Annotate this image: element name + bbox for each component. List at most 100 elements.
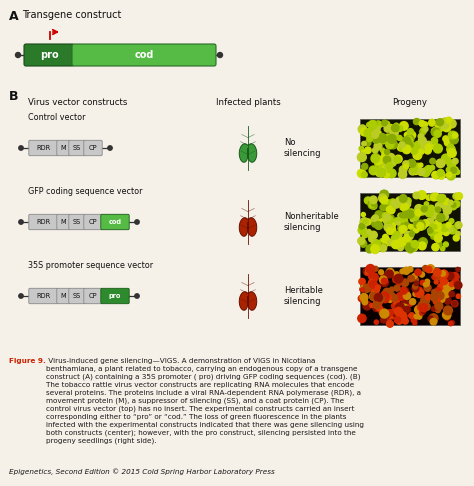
Circle shape [441,201,450,209]
Circle shape [419,304,428,312]
Circle shape [423,265,428,271]
Text: M: M [61,145,66,151]
Circle shape [412,274,417,278]
Circle shape [405,198,411,204]
Circle shape [428,316,434,321]
Circle shape [382,291,387,296]
Circle shape [381,317,386,323]
Circle shape [453,279,459,285]
Circle shape [374,126,380,133]
Circle shape [421,168,430,176]
Circle shape [447,172,456,180]
FancyBboxPatch shape [29,140,58,156]
Circle shape [371,240,380,248]
Circle shape [393,241,399,247]
Circle shape [376,295,384,303]
Circle shape [432,193,439,201]
Circle shape [397,292,405,300]
Circle shape [443,206,452,214]
Circle shape [449,131,458,140]
Circle shape [399,312,407,320]
Text: cod: cod [134,50,154,60]
Circle shape [456,192,463,200]
Circle shape [376,295,382,302]
Circle shape [387,310,393,316]
Circle shape [425,148,431,154]
Circle shape [447,167,452,173]
Circle shape [400,194,407,202]
Circle shape [407,301,412,306]
Text: CP: CP [89,145,97,151]
Circle shape [391,200,397,206]
Circle shape [380,309,389,318]
Circle shape [447,160,456,168]
Circle shape [419,137,426,145]
Circle shape [441,195,446,199]
Circle shape [365,140,371,146]
Circle shape [402,318,408,324]
Circle shape [380,204,387,211]
Circle shape [432,243,439,251]
Circle shape [432,225,437,229]
Circle shape [433,297,440,304]
Circle shape [405,141,413,150]
Circle shape [388,240,393,246]
Circle shape [381,238,389,246]
FancyBboxPatch shape [57,214,70,230]
Circle shape [399,217,408,226]
Circle shape [407,129,413,135]
Circle shape [374,298,381,306]
Circle shape [372,131,379,139]
Circle shape [419,208,426,215]
Circle shape [368,279,375,287]
Circle shape [434,130,441,137]
Circle shape [444,139,452,146]
Circle shape [436,207,441,212]
Circle shape [365,271,369,275]
Circle shape [387,124,394,132]
Circle shape [374,290,379,294]
Circle shape [362,299,368,305]
Circle shape [368,273,375,280]
Circle shape [411,244,418,251]
Circle shape [443,118,447,123]
Circle shape [370,292,378,300]
Circle shape [385,135,392,141]
Circle shape [407,246,414,253]
FancyBboxPatch shape [69,288,85,304]
Circle shape [404,164,409,169]
Circle shape [386,200,391,205]
FancyBboxPatch shape [84,140,102,156]
Circle shape [413,221,420,228]
Circle shape [379,194,387,202]
Circle shape [365,221,369,225]
Circle shape [383,288,391,296]
Circle shape [404,141,410,147]
Circle shape [417,287,422,293]
Circle shape [413,224,420,232]
Circle shape [437,194,445,203]
FancyBboxPatch shape [57,288,70,304]
Circle shape [392,200,400,208]
Circle shape [412,166,420,174]
Circle shape [437,294,445,303]
Circle shape [436,222,441,227]
Circle shape [418,241,422,245]
Circle shape [423,220,429,226]
FancyBboxPatch shape [72,44,216,66]
Circle shape [387,320,393,327]
Circle shape [372,121,377,127]
Circle shape [374,297,382,304]
Circle shape [436,308,440,312]
Circle shape [448,131,456,139]
Circle shape [371,245,380,254]
Circle shape [440,271,446,276]
FancyBboxPatch shape [101,288,129,304]
Circle shape [384,313,389,318]
Circle shape [456,231,460,236]
Circle shape [407,241,413,247]
Circle shape [108,146,112,150]
Circle shape [401,166,405,170]
Circle shape [430,224,435,229]
Circle shape [383,156,391,164]
